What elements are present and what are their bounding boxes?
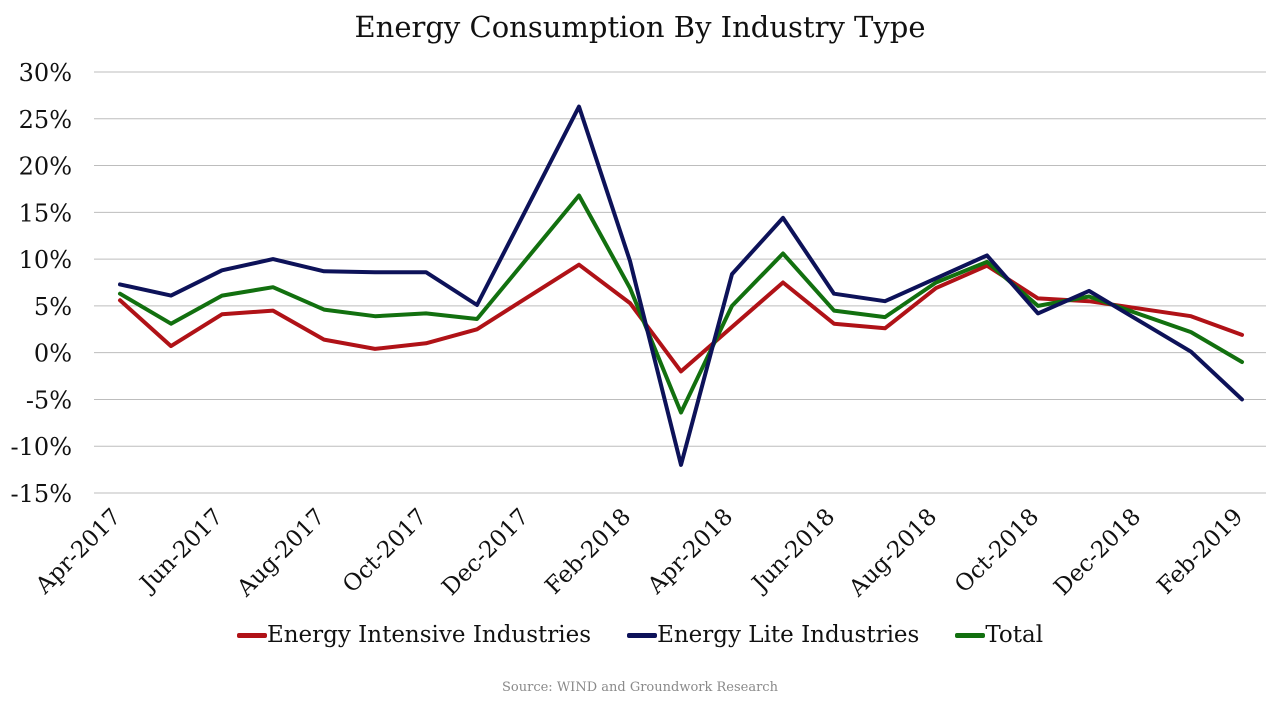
y-tick-label: -5% bbox=[26, 386, 72, 414]
legend-label: Energy Lite Industries bbox=[657, 622, 920, 648]
legend-swatch-energy-lite bbox=[627, 632, 658, 638]
chart-title: Energy Consumption By Industry Type bbox=[354, 10, 926, 44]
x-tick-label: Feb-2018 bbox=[541, 504, 637, 600]
x-tick-label: Dec-2017 bbox=[437, 504, 534, 601]
legend-item-energy-lite: Energy Lite Industries bbox=[627, 622, 919, 648]
legend-item-total: Total bbox=[955, 622, 1043, 648]
legend-label: Energy Intensive Industries bbox=[266, 622, 592, 648]
y-tick-label: 0% bbox=[34, 340, 72, 368]
series-line-total bbox=[118, 193, 1244, 415]
legend-item-energy-intensive: Energy Intensive Industries bbox=[236, 622, 592, 648]
y-tick-label: 15% bbox=[19, 199, 72, 227]
x-tick-label: Aug-2017 bbox=[232, 504, 331, 603]
legend-swatch-energy-intensive bbox=[236, 632, 267, 638]
x-tick-label: Aug-2018 bbox=[844, 504, 943, 603]
y-tick-label: 30% bbox=[19, 59, 72, 87]
y-tick-label: -10% bbox=[11, 433, 72, 461]
legend-label: Total bbox=[985, 622, 1044, 648]
legend: Energy Intensive Industries Energy Lite … bbox=[0, 622, 1280, 648]
gridlines bbox=[94, 71, 1266, 494]
x-axis-ticks: Apr-2017 Jun-2017 Aug-2017 Oct-2017 Dec-2017… bbox=[30, 504, 1248, 603]
series-line-energy-lite-industries bbox=[118, 104, 1244, 467]
x-tick-label: Jun-2018 bbox=[746, 504, 840, 598]
series-line-energy-intensive-industries bbox=[118, 262, 1244, 374]
y-tick-label: 20% bbox=[19, 153, 72, 181]
y-tick-label: -15% bbox=[11, 480, 72, 508]
x-tick-label: Dec-2018 bbox=[1049, 504, 1146, 601]
y-tick-label: 5% bbox=[34, 293, 72, 321]
x-tick-label: Jun-2017 bbox=[134, 504, 228, 598]
y-tick-label: 10% bbox=[19, 246, 72, 274]
x-tick-label: Oct-2018 bbox=[950, 504, 1044, 598]
source-note: Source: WIND and Groundwork Research bbox=[502, 680, 778, 695]
y-tick-label: 25% bbox=[19, 106, 72, 134]
series-lines bbox=[118, 104, 1244, 467]
x-tick-label: Oct-2017 bbox=[338, 504, 432, 598]
legend-swatch-total bbox=[955, 632, 986, 638]
x-tick-label: Apr-2017 bbox=[30, 504, 126, 600]
x-tick-label: Feb-2019 bbox=[1153, 504, 1249, 600]
x-tick-label: Apr-2018 bbox=[642, 504, 738, 600]
y-axis-ticks: 30% 25% 20% 15% 10% 5% 0% -5% -10% -15% bbox=[11, 59, 72, 508]
